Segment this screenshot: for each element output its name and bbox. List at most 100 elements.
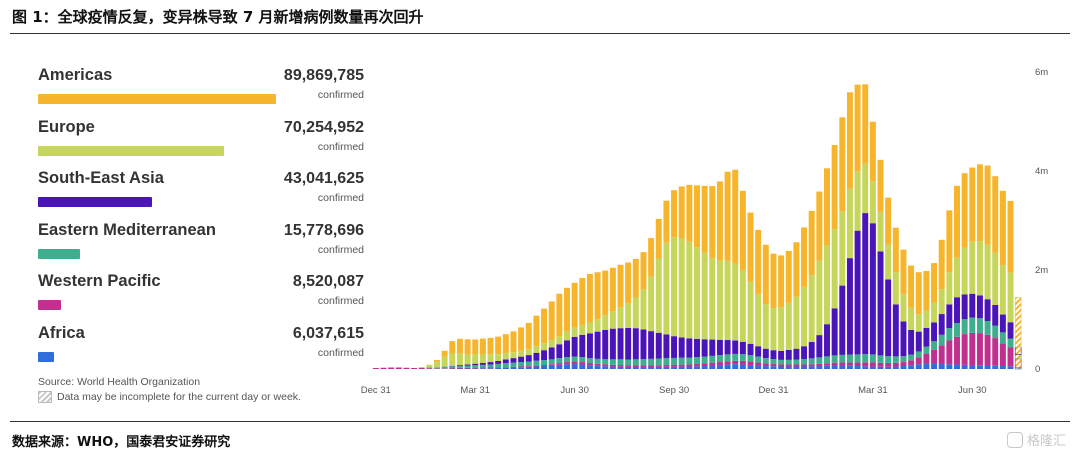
bar-segment-europe [885, 244, 892, 280]
bar-segment-south-east-asia [747, 343, 754, 356]
bar-segment-south-east-asia [663, 334, 670, 359]
bottom-rule [10, 421, 1070, 422]
bar-segment-western-pacific [372, 368, 379, 369]
bar-segment-americas [831, 145, 838, 230]
bar-segment-americas [663, 200, 670, 243]
bar-segment-south-east-asia [869, 223, 876, 355]
bar-segment-eastern-mediterranean [908, 354, 915, 361]
bar-segment-south-east-asia [571, 336, 578, 357]
bar-segment-europe [472, 354, 479, 364]
bar-segment-europe [755, 294, 762, 347]
bar-segment-americas [770, 253, 777, 309]
bar-segment-africa [541, 366, 548, 369]
y-tick-label: 6m [1035, 67, 1048, 78]
bar-segment-western-pacific [518, 366, 525, 368]
region-name: Europe [38, 117, 95, 136]
region-legend: Americas 89,869,785 confirmed Europe 70,… [38, 66, 366, 375]
bar-segment-europe [1007, 272, 1014, 323]
bar-segment-americas [854, 84, 861, 172]
bar-segment-africa [824, 365, 830, 369]
region-sub-label: confirmed [317, 243, 364, 256]
bar-segment-eastern-mediterranean [801, 359, 808, 365]
bar-segment-western-pacific [831, 362, 838, 366]
bar-segment-americas [694, 185, 700, 248]
bar-segment-africa [525, 367, 532, 369]
bar-segment-africa [571, 364, 578, 369]
bar-segment-americas [464, 339, 471, 355]
bar-segment-europe [441, 356, 448, 367]
bar-segment-africa [900, 366, 907, 369]
bar-segment-south-east-asia [632, 328, 639, 360]
bar-segment-western-pacific [426, 368, 433, 369]
bar-segment-south-east-asia [686, 338, 693, 358]
bar-segment-africa [839, 365, 846, 369]
bar-segment-americas [479, 338, 486, 355]
bar-segment-europe [816, 260, 823, 336]
bar-segment-western-pacific [908, 360, 915, 366]
region-sub-label: confirmed [317, 346, 364, 359]
bar-segment-eastern-mediterranean [586, 358, 593, 364]
bar-segment-europe [510, 352, 517, 359]
bar-segment-south-east-asia [801, 346, 808, 360]
bar-segment-western-pacific [892, 362, 899, 367]
bar-segment-western-pacific [586, 363, 593, 366]
bar-segment-africa [655, 366, 662, 369]
y-tick-label: 0 [1035, 364, 1040, 375]
bar-segment-south-east-asia [701, 339, 708, 357]
bar-segment-eastern-mediterranean [510, 362, 517, 367]
region-sub-label: confirmed [317, 140, 364, 153]
source-note: Source: World Health Organization [38, 376, 201, 388]
bar-segment-africa [533, 366, 540, 369]
bar-segment-europe [778, 307, 785, 351]
bar-segment-eastern-mediterranean [487, 364, 494, 368]
bar-segment-south-east-asia [640, 329, 647, 360]
bar-segment-africa [701, 366, 708, 369]
region-bar-western-pacific [38, 300, 61, 310]
bar-segment-americas [793, 242, 800, 297]
bar-segment-africa [479, 368, 486, 369]
bar-segment-eastern-mediterranean [793, 359, 800, 365]
bar-segment-africa [678, 366, 685, 369]
bar-segment-africa [617, 366, 624, 369]
bar-segment-americas [984, 165, 991, 245]
region-africa: Africa 6,037,615 confirmed [38, 324, 366, 376]
bar-segment-africa [739, 364, 746, 370]
bar-segment-south-east-asia [617, 328, 624, 360]
bar-segment-western-pacific [778, 364, 785, 367]
bar-segment-western-pacific [984, 334, 991, 366]
bar-segment-europe [571, 327, 578, 337]
bar-segment-americas [931, 263, 938, 303]
bar-segment-europe [931, 302, 938, 323]
bar-segment-south-east-asia [877, 251, 884, 356]
bar-segment-africa [793, 366, 800, 369]
region-name: Americas [38, 66, 113, 84]
bar-segment-south-east-asia [824, 324, 830, 357]
bar-segment-africa [831, 365, 838, 369]
bar-segment-western-pacific [663, 365, 670, 367]
bar-segment-africa [908, 365, 915, 369]
bar-segment-western-pacific [525, 366, 532, 368]
bar-segment-africa [931, 363, 938, 370]
bar-segment-western-pacific [594, 363, 601, 366]
bar-segment-europe [793, 296, 800, 349]
bar-segment-europe [785, 302, 792, 350]
bar-segment-africa [969, 365, 976, 369]
bar-segment-south-east-asia [969, 293, 976, 318]
bar-segment-south-east-asia [510, 358, 517, 363]
bar-segment-americas [671, 190, 678, 238]
bar-segment-europe [969, 241, 976, 294]
bar-segment-western-pacific [824, 363, 830, 366]
bar-segment-americas [877, 159, 884, 212]
bar-segment-europe [701, 252, 708, 340]
bar-segment-africa [762, 366, 769, 369]
bar-segment-eastern-mediterranean [892, 356, 899, 363]
bar-segment-europe [502, 352, 509, 360]
bar-segment-africa [564, 364, 570, 369]
bar-segment-south-east-asia [984, 299, 991, 321]
bar-segment-americas [892, 227, 899, 273]
bar-segment-south-east-asia [938, 314, 945, 335]
bar-segment-western-pacific [510, 366, 517, 368]
bar-segment-americas [701, 185, 708, 253]
region-europe: Europe 70,254,952 confirmed [38, 118, 366, 170]
